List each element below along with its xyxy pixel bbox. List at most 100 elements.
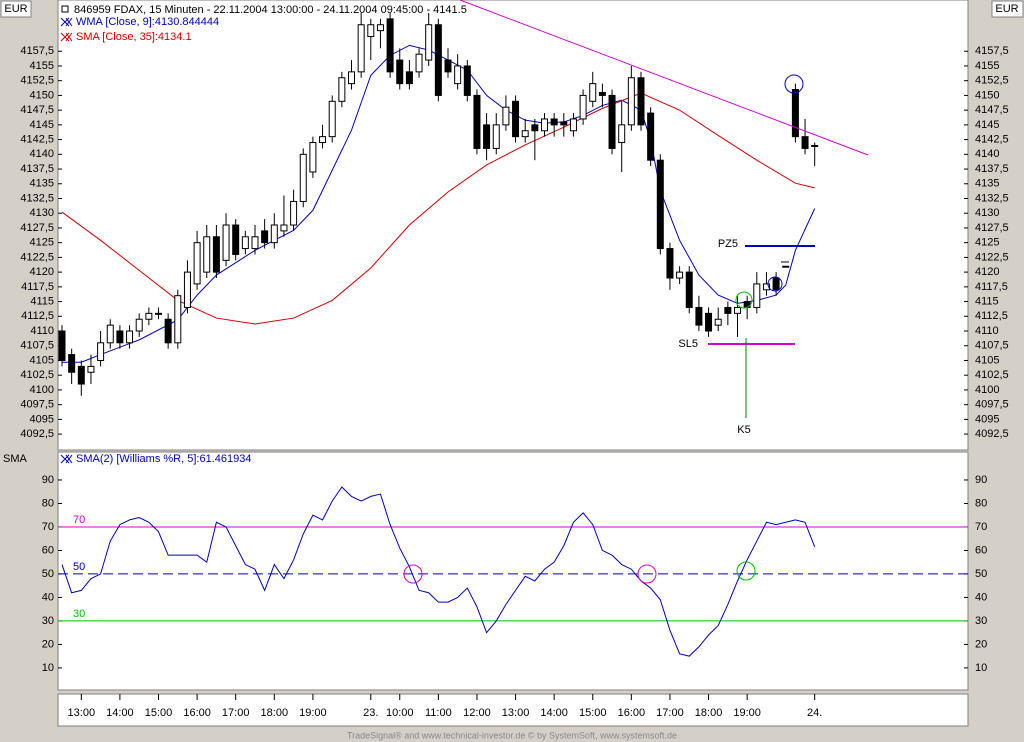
y-tick-label: 4137,5	[20, 163, 54, 175]
x-tick-label: 16:00	[618, 707, 646, 719]
y-tick-label: 4107,5	[975, 340, 1009, 352]
candle-body	[705, 312, 713, 332]
candle-body	[695, 306, 703, 326]
candle-body	[512, 100, 520, 138]
annotations	[403, 0, 869, 584]
candle-body	[405, 71, 413, 85]
x-tick-label: 15:00	[145, 707, 173, 719]
y-tick-label: 70	[42, 521, 54, 533]
x-tick-label: 14:00	[540, 707, 568, 719]
y-tick-label: 4125	[30, 237, 54, 249]
y-tick-label: 4142,5	[975, 134, 1009, 146]
candle-body	[782, 265, 790, 268]
y-tick-label: 4137,5	[975, 163, 1009, 175]
y-tick-label: 4100	[975, 384, 999, 396]
y-tick-label: 4122,5	[20, 251, 54, 263]
y-tick-label: 4147,5	[975, 104, 1009, 116]
y-tick-label: 4107,5	[20, 340, 54, 352]
y-tick-label: 4155	[30, 60, 54, 72]
candle-body	[473, 94, 481, 149]
y-tick-label: 90	[975, 474, 987, 486]
candle-body	[425, 24, 433, 61]
candle-body	[618, 124, 626, 144]
y-tick-label: 4142,5	[20, 134, 54, 146]
candle-body	[126, 330, 134, 344]
x-tick-label: 18:00	[695, 707, 723, 719]
candle-body	[106, 324, 114, 344]
candle-body	[791, 89, 799, 138]
y-tick-label: 4127,5	[975, 222, 1009, 234]
y-tick-label: 4130	[975, 207, 999, 219]
x-tick-label: 19:00	[733, 707, 761, 719]
candle-body	[222, 224, 230, 261]
y-tick-label: 4140	[30, 148, 54, 160]
reference-label: 50	[73, 561, 85, 573]
unit-box	[991, 0, 1024, 18]
unit-label: EUR	[995, 3, 1018, 15]
candle-body	[415, 53, 423, 73]
y-tick-label: 4127,5	[20, 222, 54, 234]
y-tick-label: 4122,5	[975, 251, 1009, 263]
marker-circle	[637, 564, 657, 584]
candle-body	[589, 83, 597, 102]
candle-body	[164, 318, 172, 344]
y-tick-label: 4117,5	[975, 281, 1008, 293]
y-tick-label: 4110	[30, 325, 54, 337]
x-tick-label: 11:00	[425, 707, 452, 719]
y-tick-label: 4132,5	[20, 192, 54, 204]
y-tick-label: 4095	[30, 413, 54, 425]
candle-body	[338, 77, 346, 102]
reference-label: 70	[73, 514, 85, 526]
candle-body	[492, 124, 500, 149]
x-tick-label: 13:00	[502, 707, 530, 719]
chart-title: 846959 FDAX, 15 Minuten - 22.11.2004 13:…	[74, 4, 467, 16]
candle-body	[280, 224, 288, 232]
candle-body	[290, 200, 298, 226]
candle-body	[357, 24, 365, 73]
candle-body	[376, 24, 384, 32]
candle-body	[155, 312, 162, 315]
y-tick-label: 4135	[30, 178, 54, 190]
y-tick-label: 4145	[30, 119, 54, 131]
marker-circle	[767, 276, 783, 292]
x-tick-label: 14:00	[106, 707, 134, 719]
candle-body	[772, 277, 780, 291]
candle-body	[396, 59, 404, 85]
x-tick-label: 13:00	[68, 707, 96, 719]
x-tick-label: 19:00	[299, 707, 327, 719]
legend-icon	[60, 32, 73, 42]
candle-body	[68, 354, 76, 373]
candle-body	[753, 283, 761, 308]
y-tick-label: 4150	[975, 89, 999, 101]
candle-body	[550, 118, 558, 126]
y-tick-label: 4147,5	[20, 104, 54, 116]
y-tick-label: 40	[975, 591, 987, 603]
candle-body	[58, 330, 66, 361]
y-tick-label: 4157,5	[20, 45, 54, 57]
candle-body	[724, 306, 732, 314]
candle-body	[270, 224, 278, 244]
y-tick-label: 4155	[975, 60, 999, 72]
y-tick-label: 4095	[975, 413, 999, 425]
unit-box	[0, 0, 32, 18]
y-tick-label: 80	[42, 497, 54, 509]
candle-body	[444, 59, 452, 73]
candle-body	[434, 24, 442, 96]
series-line	[61, 486, 816, 657]
footer: TradeSignal® and www.technical-investor.…	[347, 730, 677, 740]
candle-body	[714, 318, 722, 326]
candle-body	[608, 94, 616, 149]
y-tick-label: 20	[975, 638, 987, 650]
marker-circle	[784, 74, 804, 94]
candle-body	[328, 100, 336, 138]
marker-circle	[735, 291, 753, 309]
panel-label: SMA	[3, 453, 28, 465]
y-tick-label: 4135	[975, 178, 999, 190]
candle-body	[135, 318, 143, 332]
y-tick-label: 4157,5	[975, 45, 1009, 57]
y-tick-label: 4120	[975, 266, 999, 278]
candle-body	[637, 77, 645, 126]
candle-body	[386, 18, 394, 73]
